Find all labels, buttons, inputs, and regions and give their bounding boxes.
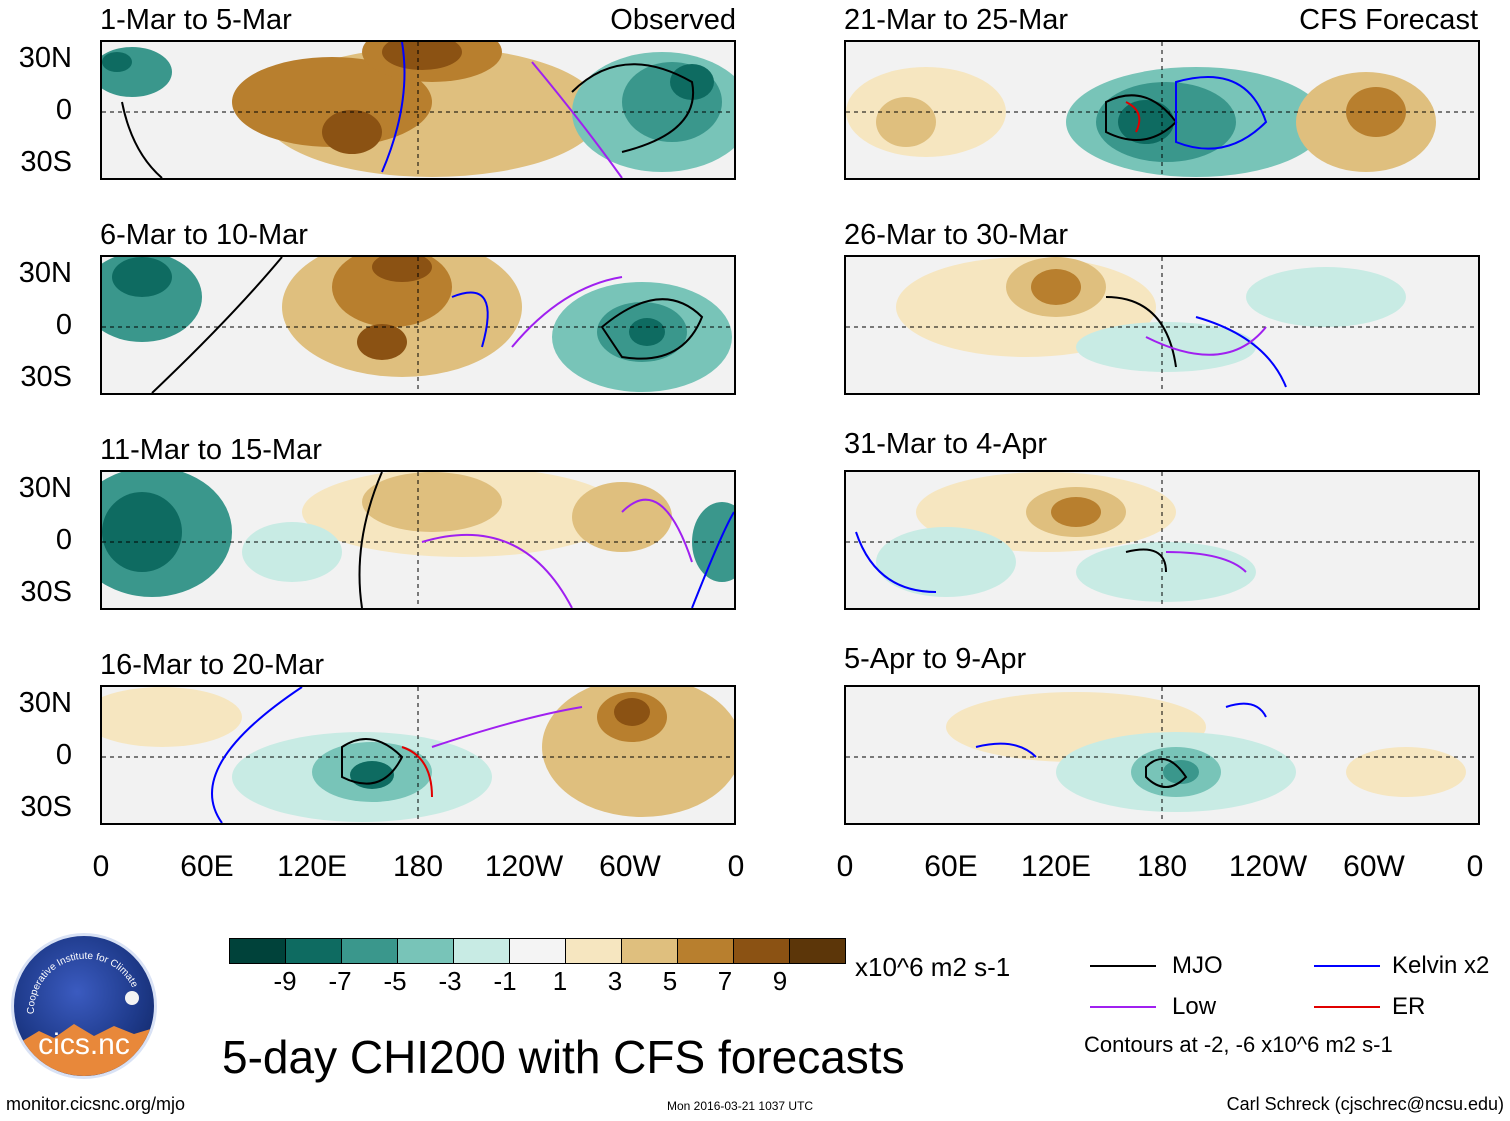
legend-line-er [1314,1006,1380,1008]
map-panel-fcst-3 [844,470,1480,610]
x-label-180: 180 [1136,850,1188,883]
footer-url[interactable]: monitor.cicsnc.org/mjo [6,1094,186,1114]
cfs-forecast-tag: CFS Forecast [1299,4,1478,36]
x-label-0-end: 0 [1466,850,1484,883]
y-label-30s: 30S [20,791,72,823]
y-label-0: 0 [55,524,72,556]
colorbar-swatch [454,939,510,963]
footer-credit: Carl Schreck (cjschrec@ncsu.edu) [1226,1094,1504,1114]
legend-line-kelvin [1314,965,1380,967]
colorbar-swatch [342,939,398,963]
map-panel-fcst-4 [844,685,1480,825]
colorbar-tick: 5 [662,966,678,996]
x-label-60e: 60E [924,850,978,883]
map-panel-obs-4 [100,685,736,825]
panel-title-fcst-2: 26-Mar to 30-Mar [844,219,1069,251]
colorbar-tick: 3 [607,966,623,996]
x-label-120w: 120W [1228,850,1308,883]
y-label-0: 0 [55,739,72,771]
svg-text:Cooperative Institute for Clim: Cooperative Institute for Climate and Sa… [14,936,141,1014]
x-label-60w: 60W [1343,850,1405,883]
panel-title-fcst-4: 5-Apr to 9-Apr [844,643,1027,675]
colorbar-swatch [398,939,454,963]
y-label-30n: 30N [18,257,72,289]
x-label-0-end: 0 [727,850,745,883]
colorbar-tick: -5 [383,966,407,996]
legend-label-low: Low [1172,993,1217,1020]
contours-note: Contours at -2, -6 x10^6 m2 s-1 [1084,1032,1393,1057]
colorbar-units: x10^6 m2 s-1 [855,952,1011,982]
x-label-0: 0 [92,850,110,883]
colorbar-swatch [566,939,622,963]
panel-title-obs-3: 11-Mar to 15-Mar [100,434,322,466]
legend-label-er: ER [1392,993,1426,1020]
colorbar [229,938,846,964]
legend-label-mjo: MJO [1172,952,1223,979]
y-label-30n: 30N [18,687,72,719]
colorbar-tick: -9 [273,966,297,996]
colorbar-swatch [622,939,678,963]
logo-ring-text: Cooperative Institute for Climate and Sa… [14,936,141,1014]
cics-logo: Cooperative Institute for Climate and Sa… [11,933,157,1079]
panel-title-fcst-3: 31-Mar to 4-Apr [844,428,1048,460]
x-label-120w: 120W [484,850,564,883]
x-label-120e: 120E [276,850,348,883]
map-panel-obs-1 [100,40,736,180]
panel-title-obs-2: 6-Mar to 10-Mar [100,219,308,251]
x-label-180: 180 [392,850,444,883]
footer-timestamp: Mon 2016-03-21 1037 UTC [667,1099,814,1113]
legend-label-kelvin: Kelvin x2 [1392,952,1490,979]
legend-line-mjo [1090,965,1156,967]
panel-title-obs-4: 16-Mar to 20-Mar [100,649,325,681]
y-label-0: 0 [55,309,72,341]
x-label-120e: 120E [1020,850,1092,883]
legend-line-low [1090,1006,1156,1008]
y-label-30s: 30S [20,576,72,608]
map-panel-fcst-2 [844,255,1480,395]
y-label-0: 0 [55,94,72,126]
logo-text: cics.nc [38,1028,130,1061]
colorbar-swatch [678,939,734,963]
y-label-30s: 30S [20,146,72,178]
panel-title-obs-1: 1-Mar to 5-Mar [100,4,292,36]
x-label-60e: 60E [180,850,234,883]
colorbar-swatch [790,939,845,963]
colorbar-tick: 1 [552,966,568,996]
y-label-30s: 30S [20,361,72,393]
map-panel-obs-3 [100,470,736,610]
colorbar-tick: 7 [717,966,733,996]
colorbar-swatch [734,939,790,963]
colorbar-swatch [230,939,286,963]
page-title: 5-day CHI200 with CFS forecasts [222,1031,905,1083]
colorbar-swatch [286,939,342,963]
y-label-30n: 30N [18,472,72,504]
colorbar-tick: -7 [328,966,352,996]
map-panel-fcst-1 [844,40,1480,180]
colorbar-swatch [510,939,566,963]
x-label-0: 0 [836,850,854,883]
x-label-60w: 60W [599,850,661,883]
colorbar-tick: 9 [772,966,788,996]
y-label-30n: 30N [18,42,72,74]
map-panel-obs-2 [100,255,736,395]
observed-tag: Observed [610,4,736,36]
panel-title-fcst-1: 21-Mar to 25-Mar [844,4,1069,36]
colorbar-tick: -3 [438,966,462,996]
colorbar-tick: -1 [493,966,517,996]
